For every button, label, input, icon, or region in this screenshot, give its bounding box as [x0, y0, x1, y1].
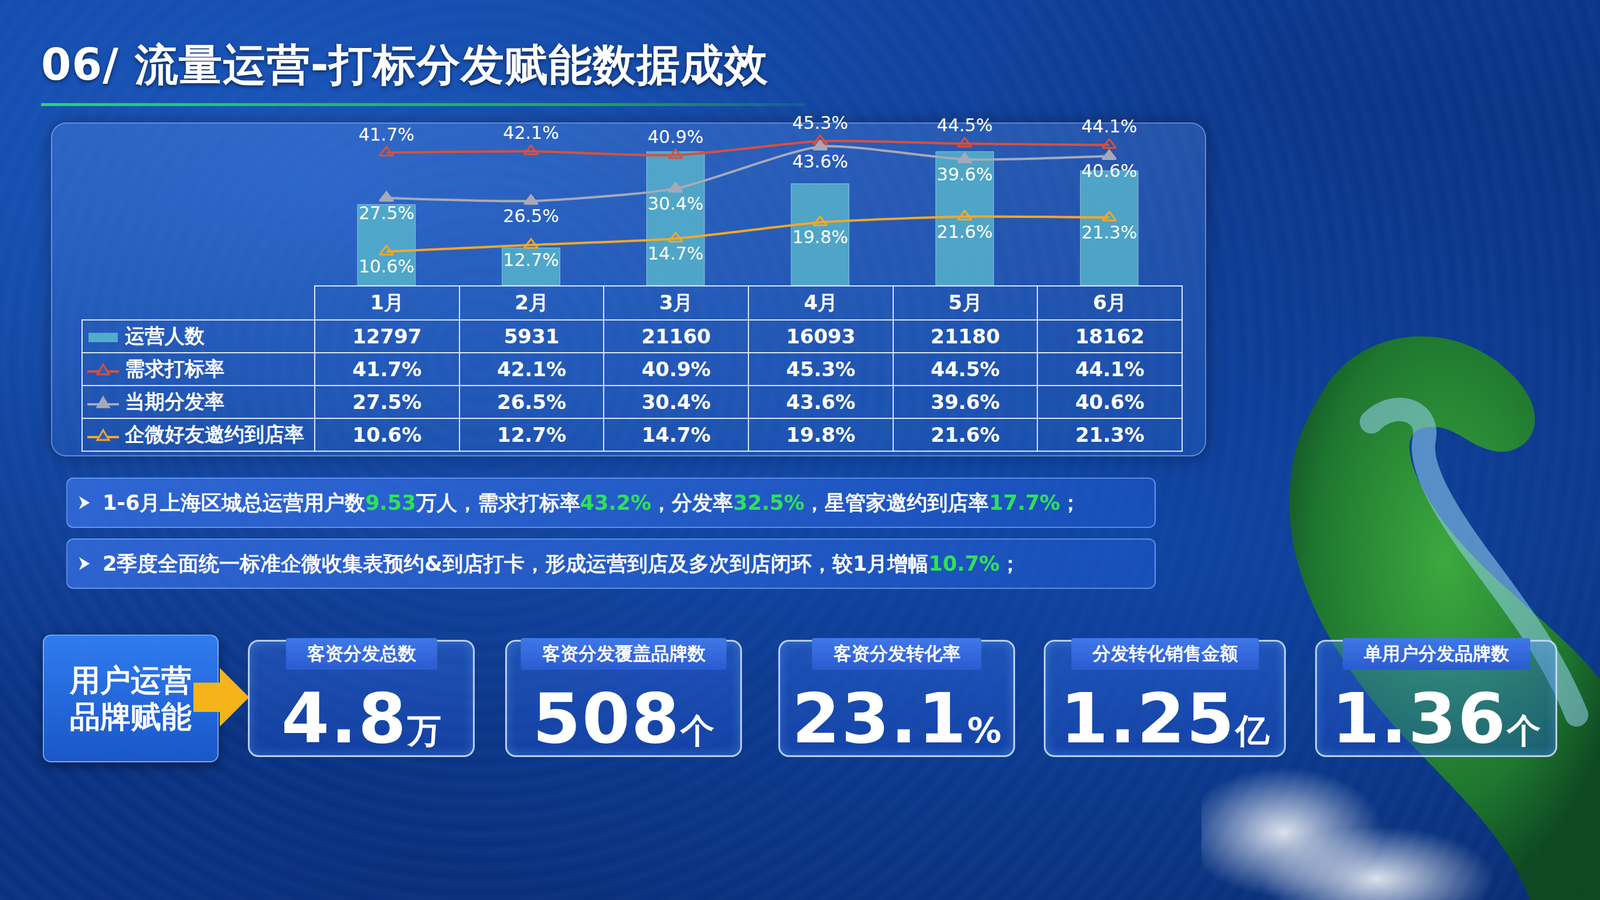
svg-text:39.6%: 39.6%: [936, 164, 993, 185]
svg-text:41.7%: 41.7%: [358, 124, 415, 145]
html-text:5月: 5月: [948, 290, 983, 315]
html-text:1.36个: 1.36个: [1331, 678, 1541, 759]
html-text:41.7%: 41.7%: [352, 357, 422, 381]
html-text:23.1%: 23.1%: [792, 678, 1002, 759]
html-text:16093: 16093: [785, 324, 856, 349]
svg-text:43.6%: 43.6%: [792, 151, 849, 172]
html-text:当期分发率: 当期分发率: [124, 389, 225, 414]
html-text:21160: 21160: [641, 324, 711, 349]
html-text:19.8%: 19.8%: [786, 423, 856, 447]
html-text:品牌赋能: 品牌赋能: [69, 699, 192, 735]
svg-text:42.1%: 42.1%: [502, 122, 559, 144]
svg-text:30.4%: 30.4%: [647, 193, 704, 214]
html-text:1月: 1月: [370, 290, 404, 315]
html-text:3月: 3月: [659, 290, 694, 315]
html-text:用户运营: 用户运营: [69, 662, 192, 698]
svg-text:40.9%: 40.9%: [647, 126, 704, 148]
html-text:21.3%: 21.3%: [1075, 423, 1145, 447]
html-text:4月: 4月: [803, 290, 838, 315]
html-text:12.7%: 12.7%: [496, 423, 567, 447]
html-text:21.6%: 21.6%: [930, 423, 1000, 447]
html-text:客资分发总数: 客资分发总数: [306, 642, 416, 665]
html-text:40.6%: 40.6%: [1075, 390, 1145, 414]
html-text:26.5%: 26.5%: [496, 390, 567, 414]
html-text:1-6月上海区城总运营用户数9.53万人，需求打标率43.2: 1-6月上海区城总运营用户数9.53万人，需求打标率43.2%，分发率32.5%…: [102, 490, 1081, 515]
html-text:30.4%: 30.4%: [641, 390, 711, 414]
html-text:10.6%: 10.6%: [352, 423, 422, 447]
html-text:需求打标率: 需求打标率: [124, 356, 225, 381]
html-text:单用户分发品牌数: 单用户分发品牌数: [1363, 642, 1509, 665]
svg-text:44.1%: 44.1%: [1081, 116, 1137, 137]
html-text:运营人数: 运营人数: [124, 324, 205, 348]
svg-text:21.3%: 21.3%: [1081, 222, 1137, 243]
html-text:42.1%: 42.1%: [496, 357, 567, 381]
html-text:2月: 2月: [514, 290, 549, 315]
svg-text:21.6%: 21.6%: [936, 221, 993, 243]
html-text:43.6%: 43.6%: [786, 390, 856, 414]
html-text:06/ 流量运营-打标分发赋能数据成效: 06/ 流量运营-打标分发赋能数据成效: [41, 39, 769, 90]
html-text:企微好友邀约到店率: 企微好友邀约到店率: [124, 422, 305, 447]
html-text:分发转化销售金额: 分发转化销售金额: [1092, 642, 1238, 665]
svg-text:26.5%: 26.5%: [502, 205, 559, 227]
html-text:18162: 18162: [1075, 324, 1145, 349]
svg-text:14.7%: 14.7%: [647, 243, 704, 264]
html-text:45.3%: 45.3%: [786, 357, 856, 381]
html-text:1.25亿: 1.25亿: [1060, 678, 1270, 759]
svg-text:19.8%: 19.8%: [792, 226, 849, 248]
html-text:21180: 21180: [930, 324, 1000, 349]
html-text:5931: 5931: [503, 324, 560, 349]
html-text:508个: 508个: [532, 678, 715, 759]
html-text:4.8万: 4.8万: [281, 678, 442, 759]
html-text:40.9%: 40.9%: [641, 357, 711, 381]
svg-text:10.6%: 10.6%: [358, 256, 415, 277]
svg-text:27.5%: 27.5%: [358, 202, 415, 224]
svg-text:12.7%: 12.7%: [502, 249, 559, 271]
svg-text:44.5%: 44.5%: [936, 114, 993, 136]
html-text:12797: 12797: [352, 324, 422, 349]
html-text:客资分发转化率: 客资分发转化率: [833, 642, 961, 665]
html-text:2季度全面统一标准企微收集表预约&到店打卡，形成运营到店及多: 2季度全面统一标准企微收集表预约&到店打卡，形成运营到店及多次到店闭环，较1月增…: [102, 551, 1021, 576]
html-text:6月: 6月: [1092, 290, 1127, 315]
html-text:39.6%: 39.6%: [930, 390, 1000, 414]
html-text:14.7%: 14.7%: [641, 423, 711, 447]
html-text:客资分发覆盖品牌数: 客资分发覆盖品牌数: [541, 642, 706, 665]
html-text:44.5%: 44.5%: [930, 357, 1000, 381]
html-text:27.5%: 27.5%: [352, 390, 422, 414]
html-text:44.1%: 44.1%: [1075, 357, 1145, 381]
svg-text:40.6%: 40.6%: [1081, 160, 1137, 182]
svg-text:45.3%: 45.3%: [792, 112, 849, 134]
